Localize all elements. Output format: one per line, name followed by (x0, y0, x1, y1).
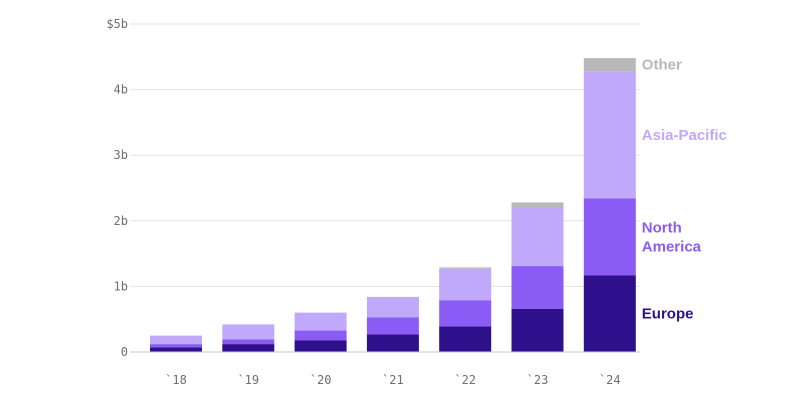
bar-segment-europe (511, 308, 564, 352)
legend-label-asia-pacific: Asia-Pacific (642, 127, 727, 144)
bar-segment-asia-pacific (439, 268, 492, 301)
bar-segment-asia-pacific (366, 296, 419, 318)
bar-segment-europe (583, 275, 636, 352)
bar-segment-north-america (222, 339, 275, 345)
x-tick-label: `23 (527, 373, 549, 387)
y-tick-label: 3b (114, 148, 128, 162)
bar-segment-europe (222, 344, 275, 352)
bar-segment-other (439, 267, 492, 269)
legend-label-other: Other (642, 57, 682, 74)
legend-label-europe: Europe (642, 306, 694, 323)
y-tick-label: 1b (114, 279, 128, 293)
bar-segment-north-america (366, 317, 419, 335)
legend-label-line: Other (642, 57, 682, 74)
legend: Other Asia-Pacific North America Europe (642, 57, 727, 323)
legend-label-line: North (642, 219, 682, 236)
bar-segment-europe (294, 340, 347, 352)
bar-segment-north-america (150, 344, 202, 348)
bar-segment-north-america (511, 266, 564, 309)
x-tick-label: `18 (165, 373, 187, 387)
x-tick-label: `21 (382, 373, 404, 387)
bar-segment-other (583, 58, 636, 72)
y-tick-label: 2b (114, 214, 128, 228)
bar-segment-asia-pacific (583, 71, 636, 199)
x-tick-label: `24 (599, 373, 621, 387)
bar-segment-north-america (439, 300, 492, 327)
bar-segment-europe (150, 347, 202, 352)
bars (150, 58, 636, 352)
legend-label-line: Asia-Pacific (642, 127, 727, 144)
bar-segment-europe (366, 334, 419, 352)
bar-segment-other (511, 202, 564, 207)
y-tick-label: 4b (114, 83, 128, 97)
y-tick-label: 0 (121, 345, 128, 359)
axes: 0 1b 2b 3b 4b $5b `18 `19 `20 `21 `22 `23 `24 (106, 17, 640, 387)
x-tick-label: `22 (454, 373, 476, 387)
bar-segment-asia-pacific (150, 335, 202, 345)
bar-segment-asia-pacific (294, 312, 347, 331)
x-tick-label: `20 (310, 373, 332, 387)
bar-segment-asia-pacific (511, 207, 564, 266)
legend-label-line: America (642, 238, 702, 255)
bar-segment-north-america (583, 198, 636, 276)
bar-segment-europe (439, 326, 492, 352)
x-tick-label: `19 (237, 373, 259, 387)
bar-segment-asia-pacific (222, 324, 275, 340)
bar-segment-north-america (294, 330, 347, 341)
y-tick-label: $5b (106, 17, 128, 31)
legend-label-north-america: North America (642, 219, 702, 255)
legend-label-line: Europe (642, 306, 694, 323)
